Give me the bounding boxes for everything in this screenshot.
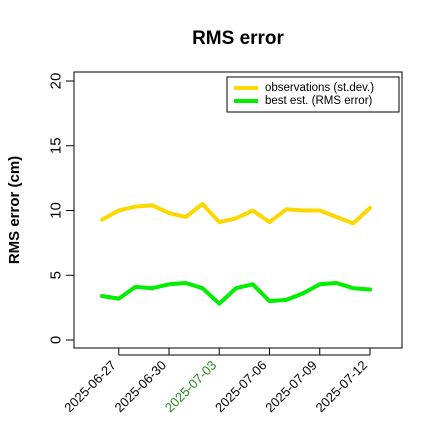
legend-box bbox=[226, 76, 400, 113]
legend-label: observations (st.dev.) bbox=[265, 82, 374, 94]
y-tick-label: 10 bbox=[48, 202, 65, 219]
y-tick-label: 0 bbox=[48, 336, 65, 344]
legend: observations (st.dev.)best est. (RMS err… bbox=[226, 76, 400, 113]
y-tick-label: 20 bbox=[48, 73, 65, 90]
y-axis-label: RMS error (cm) bbox=[6, 156, 23, 264]
x-tick-label: 2025-06-27 bbox=[61, 358, 119, 416]
y-tick-label: 15 bbox=[48, 137, 65, 154]
x-tick-label: 2025-07-06 bbox=[212, 358, 270, 416]
x-tick-label: 2025-07-09 bbox=[262, 358, 320, 416]
x-tick-label: 2025-07-03 bbox=[162, 358, 220, 416]
x-axis: 2025-06-272025-06-302025-07-032025-07-06… bbox=[61, 348, 371, 416]
y-axis: 0 5 10 15 20 bbox=[48, 73, 75, 344]
legend-label: best est. (RMS error) bbox=[265, 95, 373, 107]
series-line-observations bbox=[100, 202, 372, 226]
x-tick-label: 2025-06-30 bbox=[111, 358, 169, 416]
series-line-best-estimate bbox=[100, 281, 372, 306]
series-layer bbox=[100, 202, 372, 306]
x-tick-label: 2025-07-12 bbox=[312, 358, 370, 416]
y-tick-label: 5 bbox=[48, 271, 65, 279]
chart-title: RMS error bbox=[192, 28, 284, 49]
